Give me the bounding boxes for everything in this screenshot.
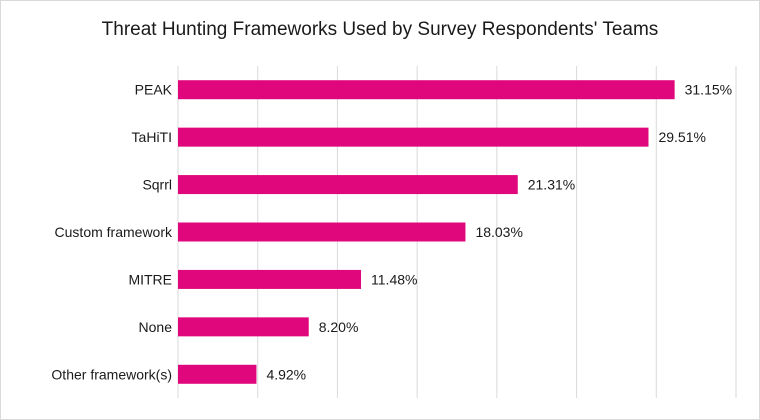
bar	[178, 364, 257, 384]
bars	[178, 80, 675, 384]
category-labels: PEAK TaHiTI Sqrrl Custom framework MITRE None…	[51, 82, 173, 383]
category-label: Custom framework	[55, 224, 173, 240]
chart-title: Threat Hunting Frameworks Used by Survey…	[101, 19, 659, 40]
data-label: 18.03%	[475, 224, 522, 240]
bar	[178, 175, 518, 195]
category-label: None	[139, 319, 173, 335]
bar	[178, 80, 675, 100]
bar	[178, 317, 309, 337]
bar	[178, 269, 362, 289]
category-label: TaHiTI	[132, 129, 172, 145]
data-label: 31.15%	[685, 82, 732, 98]
value-labels: 31.15% 29.51% 21.31% 18.03% 11.48% 8.20% 4.92%	[266, 82, 732, 383]
data-label: 21.31%	[528, 177, 575, 193]
data-label: 4.92%	[266, 366, 306, 382]
category-label: Other framework(s)	[51, 366, 172, 382]
bar	[178, 222, 466, 242]
bar	[178, 127, 649, 147]
data-label: 8.20%	[319, 319, 359, 335]
category-label: Sqrrl	[142, 177, 172, 193]
data-label: 29.51%	[658, 129, 705, 145]
category-label: MITRE	[128, 271, 172, 287]
category-label: PEAK	[135, 82, 173, 98]
data-label: 11.48%	[371, 271, 417, 287]
